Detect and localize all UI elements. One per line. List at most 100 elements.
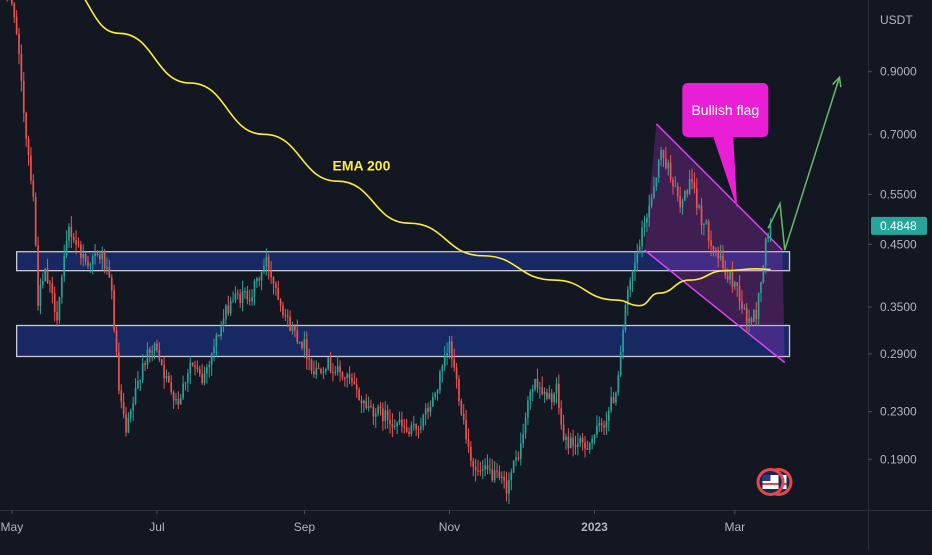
candle-body [70, 226, 73, 237]
candle-body [401, 419, 403, 427]
candle-body [84, 254, 87, 262]
candle-body [267, 256, 270, 271]
y-tick-label: 0.7000 [880, 127, 917, 141]
candle-body [760, 282, 762, 294]
candle-body [279, 299, 282, 306]
y-axis[interactable]: USDT 0.9000 0.7000 0.5500 0.4500 0.3500 0.290… [868, 13, 917, 466]
candle-body [465, 419, 467, 440]
candle-body [32, 180, 35, 197]
candle-body [736, 282, 739, 286]
candle-body [296, 330, 299, 342]
candle-body [286, 315, 289, 317]
candle-body [80, 244, 82, 258]
candle-body [201, 374, 203, 384]
candle-body [641, 227, 643, 247]
candle-body [353, 381, 356, 385]
candle-body [741, 301, 743, 309]
candle-body [448, 341, 451, 354]
candle-body [65, 240, 68, 256]
candle-body [695, 188, 698, 208]
candle-body [596, 425, 598, 435]
candle-body [332, 371, 334, 373]
candle-body [434, 393, 437, 397]
candle-body [51, 283, 54, 294]
candle-body [141, 363, 144, 381]
candle-body [479, 470, 482, 472]
candle-body [629, 280, 632, 290]
candle-body [565, 436, 567, 440]
candle-body [655, 177, 658, 187]
candle-body [679, 196, 681, 208]
candle-body [320, 368, 322, 373]
candle-body [315, 367, 318, 375]
candle-body [562, 424, 565, 440]
candle-body [37, 245, 39, 306]
candle-body [643, 222, 646, 228]
candle-body [550, 393, 553, 403]
candle-body [415, 424, 417, 430]
candle-body [106, 267, 108, 269]
candle-body [208, 364, 211, 368]
candle-body [729, 272, 731, 280]
candle-body [667, 162, 670, 169]
candle-body [505, 480, 508, 494]
price-badge-bg [871, 216, 927, 235]
candle-body [755, 309, 758, 319]
candle-body [370, 405, 372, 408]
candle-body [517, 457, 520, 459]
candle-body [612, 397, 615, 403]
candle-body [662, 149, 665, 159]
candle-body [700, 205, 703, 226]
candle-body [698, 205, 700, 208]
candlestick-series [6, 0, 772, 505]
candle-body [646, 217, 648, 223]
candle-body [303, 339, 306, 349]
candle-body [467, 439, 470, 447]
candle-body [486, 465, 489, 470]
x-axis[interactable]: May Jul Sep Nov 2023 Mar [1, 510, 746, 534]
candle-body [453, 359, 456, 368]
candle-body [717, 249, 720, 259]
candle-body [310, 359, 313, 372]
candle-body [684, 190, 686, 201]
candle-body [170, 382, 173, 393]
x-tick-label: Mar [724, 520, 745, 534]
ema-line-group [84, 0, 771, 307]
candle-body [753, 309, 755, 323]
candle-body [239, 294, 242, 303]
candle-body [553, 393, 555, 403]
candle-body [705, 221, 708, 224]
candle-body [153, 343, 156, 351]
candle-body [522, 434, 525, 444]
candle-body [676, 186, 679, 197]
candle-body [657, 160, 660, 178]
candle-body [172, 392, 175, 401]
candle-body [665, 158, 667, 169]
candle-body [636, 252, 639, 263]
candle-body [203, 373, 206, 384]
candle-body [87, 261, 89, 266]
candle-body [18, 33, 20, 54]
candle-body [481, 468, 484, 471]
candle-body [660, 149, 662, 161]
candle-body [762, 265, 765, 283]
candle-body [210, 353, 213, 365]
candle-body [757, 293, 760, 319]
candle-body [367, 405, 370, 409]
candle-body [527, 400, 529, 418]
candle-body [624, 304, 627, 330]
x-tick-label: May [1, 520, 24, 534]
candle-body [558, 383, 560, 409]
candle-body [146, 349, 149, 365]
candle-body [148, 349, 151, 353]
x-tick-label: Sep [294, 520, 316, 534]
candle-body [546, 392, 548, 399]
y-tick-label: 0.2300 [880, 405, 917, 419]
candle-body [246, 291, 249, 300]
candle-body [158, 350, 161, 360]
upper-zone [15, 251, 791, 272]
candle-body [220, 326, 222, 337]
candle-body [120, 390, 123, 402]
